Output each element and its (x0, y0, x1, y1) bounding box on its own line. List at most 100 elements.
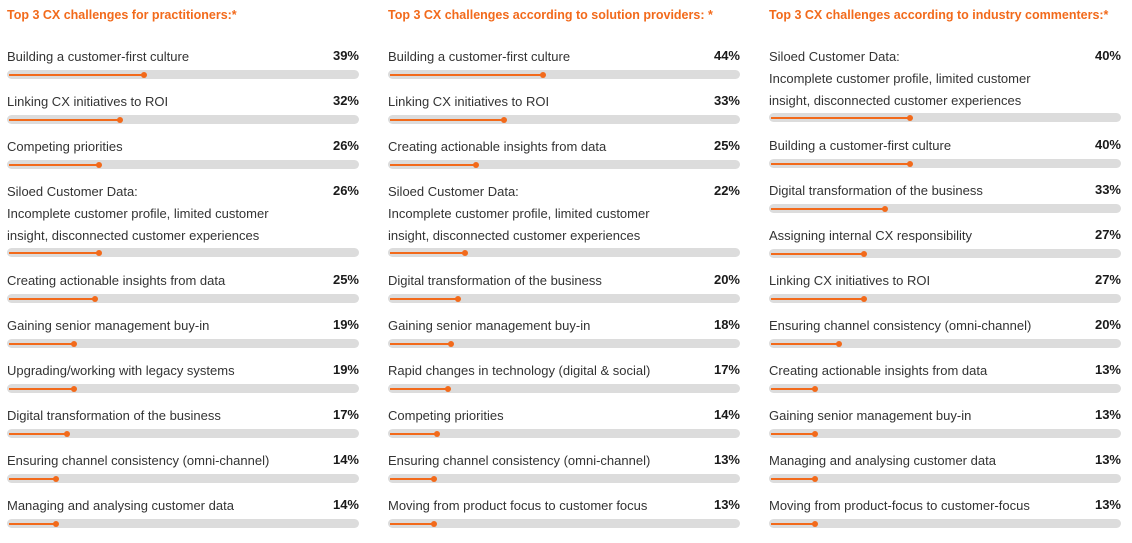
chart-title: Top 3 CX challenges according to solutio… (388, 8, 713, 22)
bar-track (7, 519, 359, 528)
bar-track (769, 429, 1121, 438)
category-label: Creating actionable insights from data (769, 363, 988, 378)
bar-fill (9, 252, 99, 254)
bar-end-marker (812, 431, 818, 437)
category-label: Siloed Customer Data: Incomplete custome… (388, 184, 650, 243)
bar-track (7, 294, 359, 303)
bar-track (7, 160, 359, 169)
category-label: Ensuring channel consistency (omni-chann… (388, 453, 651, 468)
value-label: 19% (332, 317, 359, 332)
bar-fill (390, 433, 437, 435)
value-label: 18% (713, 317, 740, 332)
value-label: 40% (1094, 48, 1121, 63)
value-label: 17% (713, 362, 740, 377)
bar-track (769, 159, 1121, 168)
bar-fill (771, 478, 815, 480)
bar-fill (390, 74, 543, 76)
category-label: Building a customer-first culture (7, 49, 190, 64)
value-label: 17% (332, 407, 359, 422)
bar-end-marker (448, 341, 454, 347)
category-label: Competing priorities (388, 408, 504, 423)
bar-fill (9, 74, 144, 76)
bar-track (388, 474, 740, 483)
category-label: Linking CX initiatives to ROI (769, 273, 931, 288)
bar-end-marker (882, 206, 888, 212)
bar-end-marker (455, 296, 461, 302)
bar-track (769, 249, 1121, 258)
category-label: Assigning internal CX responsibility (769, 228, 973, 243)
category-label: Creating actionable insights from data (388, 139, 607, 154)
bar-fill (771, 208, 885, 210)
bar-track (769, 474, 1121, 483)
bar-track (769, 294, 1121, 303)
bar-track (769, 113, 1121, 122)
value-label: 26% (332, 138, 359, 153)
category-label: Ensuring channel consistency (omni-chann… (7, 453, 270, 468)
bar-end-marker (907, 161, 913, 167)
category-label: Upgrading/working with legacy systems (7, 363, 235, 378)
bar-fill (771, 433, 815, 435)
category-label: Digital transformation of the business (7, 408, 221, 423)
chart-title: Top 3 CX challenges for practitioners:* (7, 8, 237, 22)
category-label: Linking CX initiatives to ROI (7, 94, 169, 109)
bar-end-marker (96, 250, 102, 256)
value-label: 26% (332, 183, 359, 198)
value-label: 25% (713, 138, 740, 153)
bar-track (7, 339, 359, 348)
category-label: Digital transformation of the business (769, 183, 983, 198)
bar-track (388, 429, 740, 438)
bar-fill (771, 117, 910, 119)
bar-track (388, 160, 740, 169)
bar-end-marker (434, 431, 440, 437)
bar-end-marker (907, 115, 913, 121)
bar-end-marker (53, 521, 59, 527)
value-label: 13% (713, 497, 740, 512)
bar-track (769, 204, 1121, 213)
bar-fill (9, 523, 56, 525)
bar-fill (771, 253, 864, 255)
category-label: Moving from product focus to customer fo… (388, 498, 648, 513)
category-label: Managing and analysing customer data (7, 498, 234, 513)
value-label: 32% (332, 93, 359, 108)
category-label: Building a customer-first culture (769, 138, 952, 153)
bar-track (7, 70, 359, 79)
bar-track (7, 115, 359, 124)
bar-fill (771, 298, 864, 300)
bar-fill (390, 523, 434, 525)
value-label: 13% (713, 452, 740, 467)
category-label: Linking CX initiatives to ROI (388, 94, 550, 109)
bar-track (388, 339, 740, 348)
bar-track (7, 429, 359, 438)
value-label: 22% (713, 183, 740, 198)
bar-fill (390, 252, 465, 254)
bar-fill (390, 478, 434, 480)
value-label: 25% (332, 272, 359, 287)
bar-fill (9, 388, 74, 390)
value-label: 33% (1094, 182, 1121, 197)
bar-end-marker (141, 72, 147, 78)
bar-end-marker (861, 296, 867, 302)
category-label: Creating actionable insights from data (7, 273, 226, 288)
bar-fill (390, 388, 448, 390)
category-label: Gaining senior management buy-in (388, 318, 591, 333)
category-label: Competing priorities (7, 139, 123, 154)
value-label: 13% (1094, 407, 1121, 422)
bar-fill (771, 343, 839, 345)
bar-end-marker (117, 117, 123, 123)
value-label: 14% (332, 497, 359, 512)
bar-end-marker (812, 386, 818, 392)
bar-track (388, 115, 740, 124)
bar-fill (390, 119, 504, 121)
value-label: 19% (332, 362, 359, 377)
bar-end-marker (445, 386, 451, 392)
bar-track (388, 70, 740, 79)
category-label: Siloed Customer Data: Incomplete custome… (769, 49, 1031, 108)
value-label: 40% (1094, 137, 1121, 152)
bar-end-marker (473, 162, 479, 168)
bar-end-marker (96, 162, 102, 168)
bar-track (388, 519, 740, 528)
bar-end-marker (861, 251, 867, 257)
category-label: Moving from product-focus to customer-fo… (769, 498, 1030, 513)
category-label: Digital transformation of the business (388, 273, 602, 288)
